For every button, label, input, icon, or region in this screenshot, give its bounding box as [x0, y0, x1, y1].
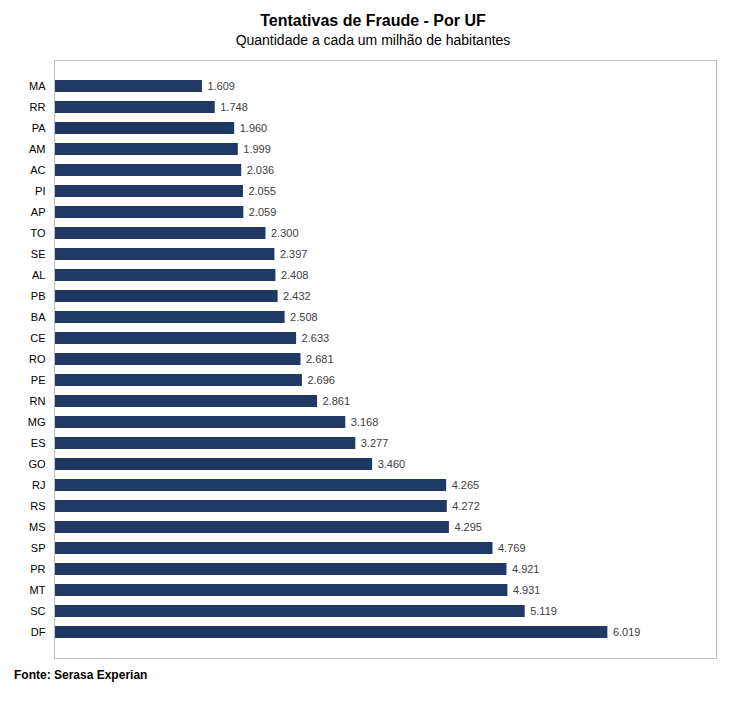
svg-text:3.277: 3.277	[361, 437, 389, 449]
svg-text:AL: AL	[32, 269, 45, 281]
svg-text:PB: PB	[31, 290, 46, 302]
svg-text:2.059: 2.059	[249, 206, 277, 218]
svg-text:4.931: 4.931	[513, 584, 541, 596]
svg-text:BA: BA	[31, 311, 46, 323]
svg-text:AP: AP	[31, 206, 46, 218]
html-text:Tentativas de Fraude - Por UF: Tentativas de Fraude - Por UF	[260, 12, 486, 29]
svg-text:SE: SE	[31, 248, 46, 260]
svg-text:3.168: 3.168	[351, 416, 379, 428]
svg-text:RN: RN	[30, 395, 46, 407]
svg-text:MS: MS	[29, 521, 46, 533]
svg-text:2.681: 2.681	[306, 353, 334, 365]
svg-text:AM: AM	[29, 143, 46, 155]
svg-text:5.119: 5.119	[530, 605, 557, 617]
svg-text:4.265: 4.265	[452, 479, 480, 491]
svg-text:PE: PE	[31, 374, 46, 386]
svg-text:PA: PA	[32, 122, 47, 134]
svg-text:RR: RR	[30, 101, 46, 113]
svg-text:1.748: 1.748	[220, 101, 248, 113]
html-text:Quantidade a cada um milhão de: Quantidade a cada um milhão de habitante…	[235, 32, 511, 48]
svg-text:1.609: 1.609	[207, 80, 235, 92]
svg-text:2.397: 2.397	[280, 248, 308, 260]
svg-text:4.921: 4.921	[512, 563, 540, 575]
svg-text:PR: PR	[30, 563, 45, 575]
svg-text:AC: AC	[30, 164, 45, 176]
svg-text:3.460: 3.460	[378, 458, 406, 470]
svg-text:TO: TO	[30, 227, 46, 239]
svg-text:1.999: 1.999	[243, 143, 271, 155]
svg-text:GO: GO	[28, 458, 46, 470]
svg-text:6.019: 6.019	[613, 626, 641, 638]
svg-text:RS: RS	[30, 500, 45, 512]
svg-text:SP: SP	[31, 542, 46, 554]
svg-text:2.633: 2.633	[302, 332, 330, 344]
svg-text:2.432: 2.432	[283, 290, 311, 302]
svg-text:2.055: 2.055	[248, 185, 276, 197]
svg-text:4.769: 4.769	[498, 542, 526, 554]
svg-text:2.408: 2.408	[281, 269, 309, 281]
svg-text:RO: RO	[29, 353, 46, 365]
svg-text:DF: DF	[31, 626, 46, 638]
html-text:Fonte: Serasa Experian: Fonte: Serasa Experian	[14, 668, 148, 682]
svg-text:MT: MT	[30, 584, 46, 596]
svg-text:PI: PI	[35, 185, 45, 197]
svg-text:2.036: 2.036	[247, 164, 275, 176]
svg-text:SC: SC	[30, 605, 45, 617]
svg-text:4.295: 4.295	[454, 521, 482, 533]
svg-text:4.272: 4.272	[452, 500, 480, 512]
svg-text:2.508: 2.508	[290, 311, 318, 323]
svg-text:MG: MG	[28, 416, 46, 428]
svg-text:CE: CE	[30, 332, 45, 344]
svg-text:2.861: 2.861	[323, 395, 351, 407]
svg-text:2.300: 2.300	[271, 227, 299, 239]
svg-text:1.960: 1.960	[240, 122, 268, 134]
svg-text:ES: ES	[31, 437, 46, 449]
svg-text:RJ: RJ	[32, 479, 45, 491]
svg-text:2.696: 2.696	[307, 374, 335, 386]
svg-text:MA: MA	[29, 80, 46, 92]
